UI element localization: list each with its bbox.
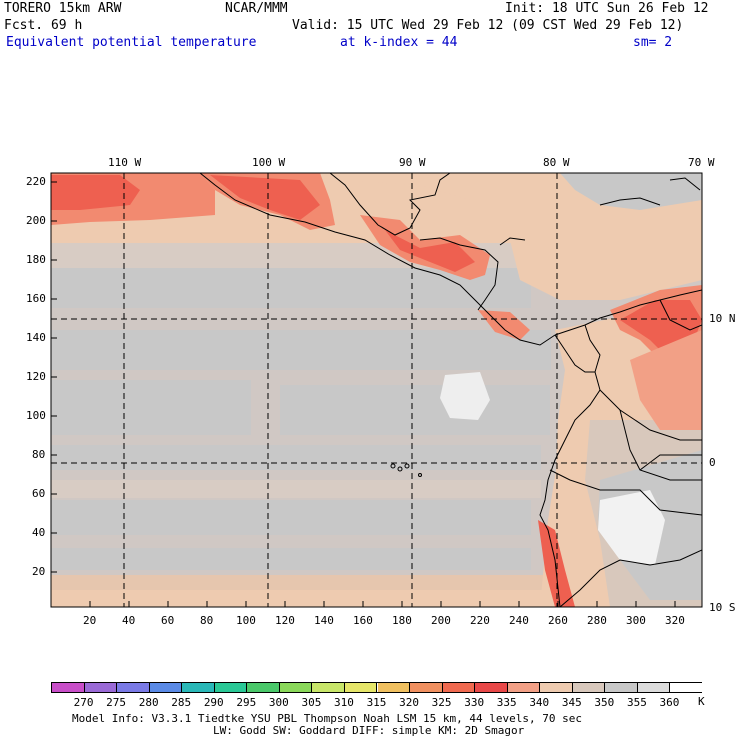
lat-label-0: 0 xyxy=(709,456,716,469)
valid-time: Valid: 15 UTC Wed 29 Feb 12 (09 CST Wed … xyxy=(292,18,684,33)
colorbar-swatch xyxy=(475,683,508,692)
colorbar-label: 360 xyxy=(659,696,680,709)
y-tick-label: 60 xyxy=(32,487,46,500)
y-tick-label: 20 xyxy=(32,565,46,578)
colorbar-swatch xyxy=(344,683,378,692)
colorbar-label: 350 xyxy=(594,696,615,709)
forecast-hour: Fcst. 69 h xyxy=(4,18,83,33)
model-info: Model Info: V3.3.1 Tiedtke YSU PBL Thomp… xyxy=(72,712,582,725)
colorbar-label: 355 xyxy=(626,696,647,709)
colorbar-label: 305 xyxy=(301,696,322,709)
y-tick-label: 80 xyxy=(32,448,46,461)
colorbar-swatch xyxy=(507,683,541,692)
colorbar-label: 345 xyxy=(561,696,582,709)
organization: NCAR/MMM xyxy=(225,1,288,16)
bottom-ticks xyxy=(89,601,676,607)
field-name: Equivalent potential temperature xyxy=(6,35,257,50)
x-tick-label: 260 xyxy=(548,614,568,627)
colorbar-label: 335 xyxy=(496,696,517,709)
colorbar-swatch xyxy=(149,683,183,692)
colorbar-label: 330 xyxy=(464,696,485,709)
colorbar-swatch xyxy=(442,683,476,692)
colorbar-unit: K xyxy=(698,695,705,708)
x-tick-label: 40 xyxy=(122,614,136,627)
x-tick-label: 80 xyxy=(200,614,214,627)
x-tick-label: 320 xyxy=(665,614,685,627)
graticule xyxy=(51,173,702,607)
y-tick-label: 100 xyxy=(26,409,46,422)
lon-label-70w: 70 W xyxy=(688,156,715,169)
x-tick-label: 120 xyxy=(275,614,295,627)
y-tick-label: 40 xyxy=(32,526,46,539)
y-tick-label: 160 xyxy=(26,292,46,305)
colorbar-label: 340 xyxy=(529,696,550,709)
colorbar-swatch xyxy=(312,683,345,692)
y-tick-label: 220 xyxy=(26,175,46,188)
colorbar-label: 325 xyxy=(431,696,452,709)
colorbar-label: 320 xyxy=(399,696,419,709)
colorbar-swatch xyxy=(279,683,313,692)
colorbar-swatch xyxy=(117,683,150,692)
left-ticks xyxy=(51,181,57,573)
colorbar-label: 315 xyxy=(366,696,387,709)
colorbar-label: 295 xyxy=(236,696,257,709)
colorbar-swatch xyxy=(410,683,443,692)
colorbar-swatch xyxy=(214,683,248,692)
lon-label-110w: 110 W xyxy=(108,156,142,169)
colorbar-label: 290 xyxy=(203,696,224,709)
x-tick-label: 180 xyxy=(392,614,412,627)
colorbar-swatch xyxy=(540,683,573,692)
colorbar-swatch xyxy=(572,683,606,692)
coastlines xyxy=(199,173,702,607)
y-tick-label: 180 xyxy=(26,253,46,266)
colorbar-swatch xyxy=(52,683,85,692)
x-tick-label: 280 xyxy=(587,614,607,627)
colorbar-swatch xyxy=(605,683,638,692)
colorbar-label: 280 xyxy=(138,696,159,709)
lon-label-100w: 100 W xyxy=(252,156,286,169)
y-tick-label: 120 xyxy=(26,370,46,383)
lon-label-80w: 80 W xyxy=(543,156,570,169)
map-field xyxy=(51,173,702,607)
colorbar-label: 310 xyxy=(334,696,354,709)
colorbar-swatch xyxy=(377,683,411,692)
map-frame xyxy=(50,172,703,608)
x-tick-label: 100 xyxy=(236,614,256,627)
colorbar-label: 270 xyxy=(73,696,94,709)
y-tick-label: 140 xyxy=(26,331,46,344)
colorbar-swatch xyxy=(247,683,280,692)
colorbar-label: 300 xyxy=(268,696,289,709)
colorbar-label: 285 xyxy=(171,696,192,709)
x-tick-label: 20 xyxy=(83,614,97,627)
x-tick-label: 220 xyxy=(470,614,490,627)
lat-label-10s: 10 S xyxy=(709,601,736,614)
x-tick-label: 140 xyxy=(314,614,334,627)
colorbar-swatch xyxy=(637,683,671,692)
colorbar-label: 275 xyxy=(106,696,127,709)
colorbar xyxy=(51,682,703,693)
x-tick-label: 160 xyxy=(353,614,373,627)
x-tick-label: 240 xyxy=(509,614,529,627)
y-tick-label: 200 xyxy=(26,214,46,227)
colorbar-swatch xyxy=(182,683,215,692)
lat-label-10n: 10 N xyxy=(709,312,736,325)
lon-label-90w: 90 W xyxy=(399,156,426,169)
x-tick-label: 300 xyxy=(626,614,646,627)
level-info: at k-index = 44 xyxy=(340,35,458,50)
smoothing-info: sm= 2 xyxy=(633,35,673,50)
model-title: TORERO 15km ARW xyxy=(4,1,122,16)
init-time: Init: 18 UTC Sun 26 Feb 12 xyxy=(505,1,709,16)
colorbar-swatch xyxy=(670,683,703,692)
physics-info: LW: Godd SW: Goddard DIFF: simple KM: 2D… xyxy=(213,724,525,737)
x-tick-label: 200 xyxy=(431,614,451,627)
x-tick-label: 60 xyxy=(161,614,175,627)
colorbar-swatch xyxy=(84,683,118,692)
